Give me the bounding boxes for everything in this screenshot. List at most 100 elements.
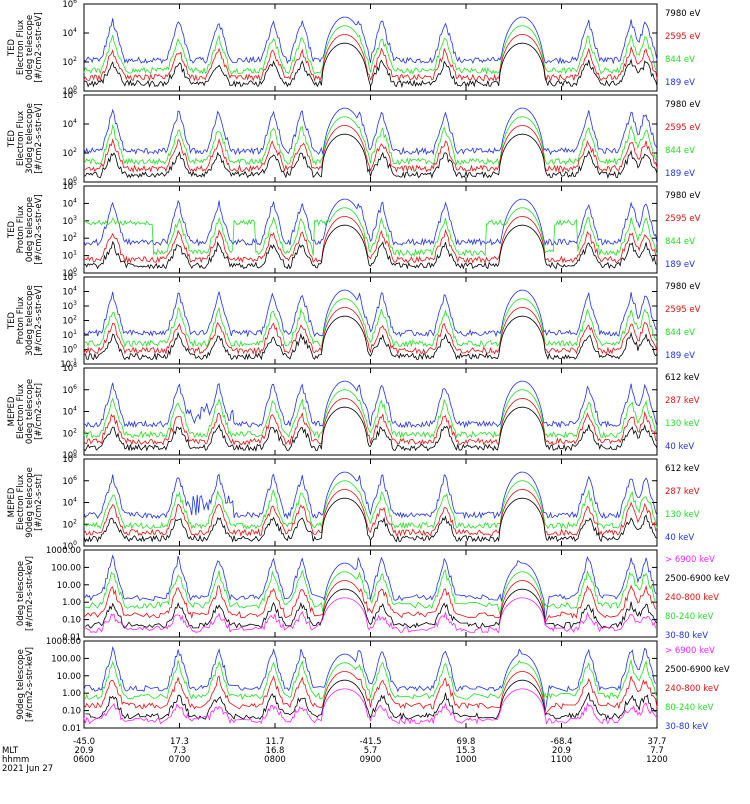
y-tick-label: 108	[62, 362, 77, 374]
y-axis-label: Electron Flux	[16, 20, 26, 75]
series-black	[83, 315, 658, 361]
legend-entry: 7980 eV	[665, 100, 701, 110]
series-green	[83, 116, 658, 166]
panel-1: 100 102 104 106 TED Electron Flux 0deg telesco…	[7, 0, 701, 97]
series-black	[83, 224, 658, 270]
x-tick-label: 1100	[551, 755, 573, 765]
y-axis-label: [#/cm2-s-str-keV]	[25, 556, 35, 631]
y-axis-label: MEPED	[7, 396, 17, 426]
legend-entry: 189 eV	[665, 78, 695, 88]
y-tick-label: 104	[62, 27, 77, 39]
legend-entry: 2595 eV	[665, 214, 701, 224]
legend-entry: 2500-6900 keV	[665, 574, 730, 584]
series-blue	[83, 107, 658, 156]
panel-8: 0.01 0.10 1.00 10.00 100.00 1000.00 90deg tele…	[16, 637, 730, 734]
y-axis-label: [#/cm2-s-str-eV]	[34, 285, 44, 355]
y-tick-label: 106	[62, 89, 77, 101]
panel-4: 10-1 100 101 102 103 104 105 TED Proton Flux 30de…	[7, 271, 701, 370]
panel-5: 100 102 104 106 108 MEPED Electron Flux 0deg te…	[7, 362, 700, 461]
x-row-label: MLT	[2, 746, 19, 756]
x-tick-label: 37.7	[648, 737, 667, 747]
x-tick-label: -68.4	[551, 737, 573, 747]
x-tick-label: 11.7	[266, 737, 285, 747]
y-axis-label: [#/cm2-s-str-eV]	[34, 103, 44, 173]
y-axis-label: Proton Flux	[16, 297, 26, 345]
y-tick-label: 102	[62, 315, 77, 327]
y-tick-label: 1000.00	[46, 637, 81, 647]
legend-entry: 40 keV	[665, 533, 694, 543]
y-tick-label: 100	[62, 176, 77, 188]
x-tick-label: 7.7	[650, 746, 664, 756]
y-axis-label: MEPED	[7, 487, 17, 517]
y-axis-label: [#/cm2-s-str]	[34, 383, 44, 440]
y-axis-label: 0deg telescope	[25, 379, 35, 444]
y-axis-label: 90deg telescope	[25, 467, 35, 538]
y-axis-label: 0deg telescope	[25, 197, 35, 262]
plot-frame	[83, 3, 658, 92]
series-black	[83, 497, 658, 543]
series-green	[83, 389, 658, 440]
y-tick-label: 0.01	[62, 724, 81, 734]
y-tick-label: 105	[62, 271, 77, 283]
legend-entry: > 6900 keV	[665, 646, 715, 656]
y-tick-label: 104	[62, 197, 77, 209]
panel-3: 100 101 102 103 104 105 TED Proton Flux 0deg tel…	[7, 180, 701, 279]
y-tick-label: 0.01	[62, 633, 81, 643]
series-blue	[83, 380, 658, 429]
legend-entry: 130 keV	[665, 419, 700, 429]
series-blue	[83, 16, 658, 65]
y-axis-label: 30deg telescope	[25, 285, 35, 356]
y-tick-label: 10.00	[57, 672, 81, 682]
y-tick-label: 101	[62, 329, 77, 341]
legend-entry: 30-80 keV	[665, 722, 708, 732]
legend-entry: 2595 eV	[665, 32, 701, 42]
x-tick-label: 17.3	[170, 737, 189, 747]
y-axis-label: Electron Flux	[16, 384, 26, 439]
y-axis-label: TED	[7, 220, 17, 239]
y-axis-label: [#/cm2-s-str-eV]	[34, 194, 44, 264]
y-tick-label: 103	[62, 215, 77, 227]
legend-entry: 240-800 keV	[665, 684, 719, 694]
legend-entry: 844 eV	[665, 237, 695, 247]
y-axis-label: [#/cm2-s-str-eV]	[34, 12, 44, 82]
series-black	[83, 133, 658, 180]
y-axis-label: Electron Flux	[16, 475, 26, 530]
y-tick-label: 100.00	[51, 654, 81, 664]
y-tick-label: 104	[62, 118, 77, 130]
x-tick-label: 0600	[73, 755, 95, 765]
y-tick-label: 100	[62, 85, 77, 97]
plot-frame	[83, 640, 658, 729]
legend-entry: 7980 eV	[665, 191, 701, 201]
x-tick-label: 1000	[455, 755, 477, 765]
series-green	[83, 25, 658, 75]
legend-entry: 7980 eV	[665, 282, 701, 292]
x-tick-label: 1200	[646, 755, 668, 765]
y-tick-label: 105	[62, 180, 77, 192]
y-tick-label: 102	[62, 232, 77, 244]
y-tick-label: 100.00	[51, 563, 81, 573]
y-tick-label: 0.10	[62, 616, 81, 626]
x-tick-label: 0700	[169, 755, 191, 765]
series-blue	[83, 289, 658, 338]
series-red	[83, 580, 656, 625]
series-green	[83, 298, 658, 349]
legend-entry: 80-240 keV	[665, 703, 714, 713]
x-tick-label: -45.0	[73, 737, 95, 747]
series-black	[83, 42, 658, 89]
x-row-label: hhmm	[2, 755, 29, 765]
x-tick-label: 20.9	[75, 746, 94, 756]
series-green	[84, 569, 656, 615]
y-tick-label: 102	[62, 147, 77, 159]
legend-entry: 130 keV	[665, 510, 700, 520]
legend-entry: 844 eV	[665, 328, 695, 338]
y-tick-label: 1000.00	[46, 546, 81, 556]
panel-2: 100 102 104 106 TED Electron Flux 30deg telesc…	[7, 89, 701, 188]
series-blue	[83, 198, 658, 247]
legend-entry: 30-80 keV	[665, 631, 708, 641]
panel-7: 0.01 0.10 1.00 10.00 100.00 1000.00 0deg teles…	[16, 546, 730, 643]
y-axis-label: 90deg telescope	[16, 649, 26, 720]
series-green	[83, 207, 658, 257]
x-tick-label: 5.7	[364, 746, 378, 756]
